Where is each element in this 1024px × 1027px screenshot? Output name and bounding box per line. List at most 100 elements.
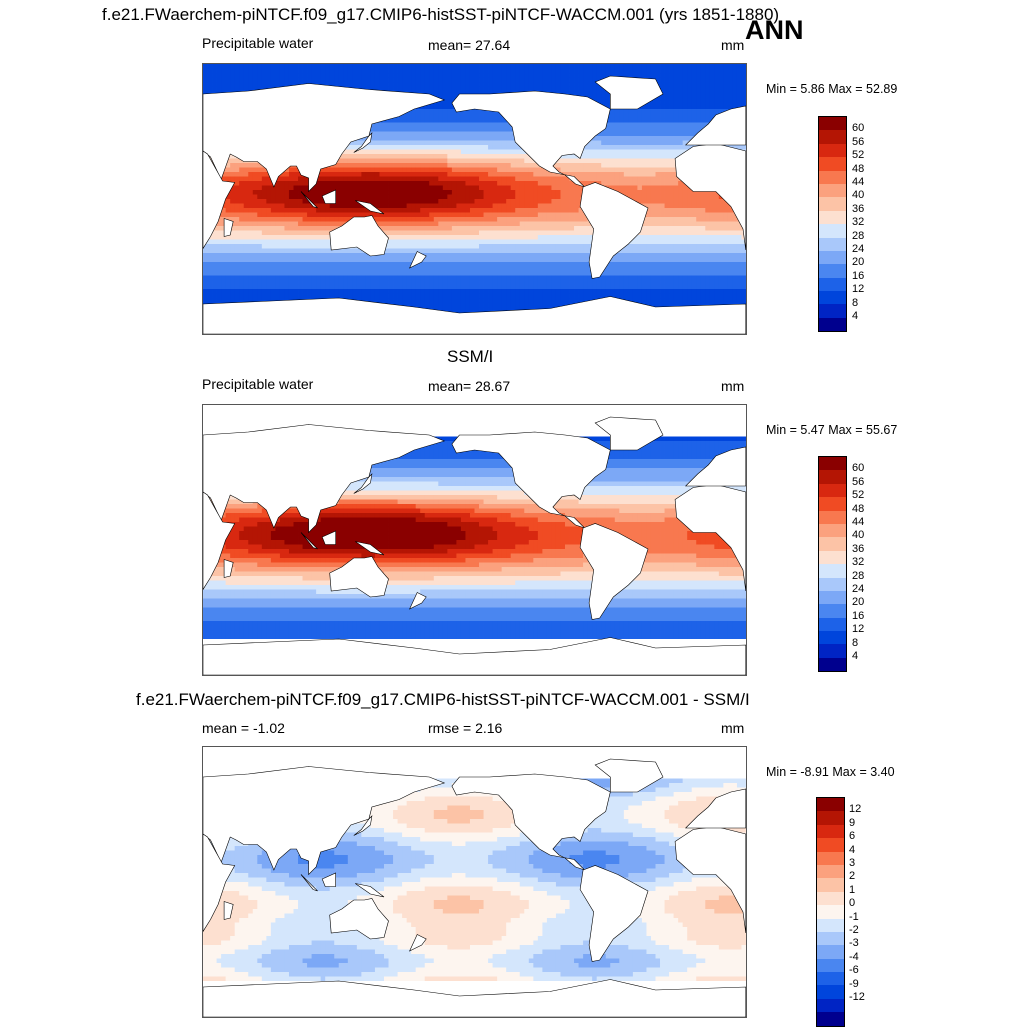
colorbar-tick-label: 24 bbox=[852, 583, 864, 595]
colorbar-swatch bbox=[817, 972, 844, 985]
panel3-minmax: Min = -8.91 Max = 3.40 bbox=[766, 765, 895, 779]
colorbar-tick-label: 20 bbox=[852, 596, 864, 608]
colorbar-tick-label: 9 bbox=[849, 817, 855, 829]
colorbar-swatch bbox=[817, 852, 844, 865]
colorbar-tick-label: 1 bbox=[849, 884, 855, 896]
panel1-units-label: mm bbox=[721, 37, 744, 53]
colorbar-tick-label: 20 bbox=[852, 256, 864, 268]
colorbar-tick-label: 44 bbox=[852, 176, 864, 188]
colorbar-swatch bbox=[819, 157, 846, 170]
colorbar-tick-label: 32 bbox=[852, 216, 864, 228]
colorbar-swatch bbox=[819, 537, 846, 550]
colorbar-swatch bbox=[819, 278, 846, 291]
colorbar-swatch bbox=[819, 117, 846, 130]
colorbar-swatch bbox=[817, 811, 844, 824]
colorbar-tick-label: 60 bbox=[852, 462, 864, 474]
colorbar-swatch bbox=[819, 224, 846, 237]
colorbar-tick-label: 28 bbox=[852, 570, 864, 582]
colorbar-tick-label: -2 bbox=[849, 924, 859, 936]
colorbar-swatch bbox=[817, 892, 844, 905]
panel2-mean-label: mean= 28.67 bbox=[428, 378, 510, 394]
colorbar-tick-label: 3 bbox=[849, 857, 855, 869]
colorbar-tick-label: 8 bbox=[852, 297, 858, 309]
colorbar-swatch bbox=[819, 457, 846, 470]
colorbar-tick-label: -9 bbox=[849, 978, 859, 990]
colorbar-swatch bbox=[819, 304, 846, 317]
colorbar-tick-label: 28 bbox=[852, 230, 864, 242]
colorbar-swatch bbox=[817, 945, 844, 958]
colorbar-tick-label: 48 bbox=[852, 503, 864, 515]
colorbar-swatch bbox=[817, 798, 844, 811]
colorbar-swatch bbox=[819, 197, 846, 210]
panel3-rmse-label: rmse = 2.16 bbox=[428, 720, 502, 736]
colorbar-tick-label: 40 bbox=[852, 529, 864, 541]
panel2-map bbox=[202, 404, 747, 676]
colorbar-swatch bbox=[819, 144, 846, 157]
colorbar-swatch bbox=[819, 318, 846, 331]
colorbar-swatch bbox=[819, 264, 846, 277]
colorbar-swatch bbox=[819, 591, 846, 604]
colorbar-tick-label: 2 bbox=[849, 870, 855, 882]
panel2-minmax: Min = 5.47 Max = 55.67 bbox=[766, 423, 897, 437]
colorbar-swatch bbox=[819, 658, 846, 671]
panel1-map bbox=[202, 63, 747, 335]
panel3-units-label: mm bbox=[721, 720, 744, 736]
panel3-mean-label: mean = -1.02 bbox=[202, 720, 285, 736]
colorbar-swatch bbox=[819, 251, 846, 264]
colorbar-swatch bbox=[819, 564, 846, 577]
colorbar-swatch bbox=[819, 184, 846, 197]
panel1-variable-label: Precipitable water bbox=[202, 35, 313, 51]
colorbar-tick-label: 48 bbox=[852, 163, 864, 175]
colorbar-swatch bbox=[819, 497, 846, 510]
colorbar-tick-label: 12 bbox=[852, 623, 864, 635]
colorbar-tick-label: -1 bbox=[849, 911, 859, 923]
colorbar-swatch bbox=[819, 604, 846, 617]
colorbar-tick-label: 40 bbox=[852, 189, 864, 201]
colorbar-swatch bbox=[817, 878, 844, 891]
colorbar-tick-label: -6 bbox=[849, 964, 859, 976]
colorbar-tick-label: 60 bbox=[852, 122, 864, 134]
colorbar-swatch bbox=[817, 905, 844, 918]
colorbar-tick-label: 52 bbox=[852, 149, 864, 161]
colorbar-swatch bbox=[819, 631, 846, 644]
colorbar-swatch bbox=[819, 511, 846, 524]
panel1-minmax: Min = 5.86 Max = 52.89 bbox=[766, 82, 897, 96]
colorbar-tick-label: -3 bbox=[849, 937, 859, 949]
colorbar-swatch bbox=[819, 484, 846, 497]
colorbar-swatch bbox=[817, 959, 844, 972]
colorbar-swatch bbox=[817, 985, 844, 998]
colorbar-tick-label: 36 bbox=[852, 543, 864, 555]
colorbar-swatch bbox=[819, 524, 846, 537]
colorbar-tick-label: -4 bbox=[849, 951, 859, 963]
colorbar-tick-label: 4 bbox=[852, 310, 858, 322]
colorbar-tick-label: 12 bbox=[849, 803, 861, 815]
colorbar-swatch bbox=[819, 171, 846, 184]
season-label: ANN bbox=[745, 15, 804, 46]
colorbar-swatch bbox=[817, 838, 844, 851]
panel2-subtitle: SSM/I bbox=[447, 347, 493, 367]
panel3-map bbox=[202, 746, 747, 1018]
colorbar-tick-label: 4 bbox=[849, 844, 855, 856]
colorbar-swatch bbox=[819, 211, 846, 224]
colorbar-tick-label: -12 bbox=[849, 991, 865, 1003]
colorbar-swatch bbox=[817, 919, 844, 932]
colorbar-swatch bbox=[819, 618, 846, 631]
colorbar-tick-label: 36 bbox=[852, 203, 864, 215]
colorbar-tick-label: 4 bbox=[852, 650, 858, 662]
panel3-colorbar bbox=[816, 797, 845, 1027]
colorbar-tick-label: 16 bbox=[852, 610, 864, 622]
colorbar-tick-label: 12 bbox=[852, 283, 864, 295]
colorbar-tick-label: 24 bbox=[852, 243, 864, 255]
colorbar-swatch bbox=[819, 470, 846, 483]
colorbar-tick-label: 0 bbox=[849, 897, 855, 909]
colorbar-tick-label: 52 bbox=[852, 489, 864, 501]
colorbar-swatch bbox=[817, 932, 844, 945]
panel1-colorbar bbox=[818, 116, 847, 332]
colorbar-tick-label: 56 bbox=[852, 476, 864, 488]
panel1-mean-label: mean= 27.64 bbox=[428, 37, 510, 53]
colorbar-swatch bbox=[817, 865, 844, 878]
panel3-subtitle: f.e21.FWaerchem-piNTCF.f09_g17.CMIP6-his… bbox=[136, 690, 750, 710]
colorbar-swatch bbox=[819, 238, 846, 251]
panel2-variable-label: Precipitable water bbox=[202, 376, 313, 392]
colorbar-swatch bbox=[819, 551, 846, 564]
